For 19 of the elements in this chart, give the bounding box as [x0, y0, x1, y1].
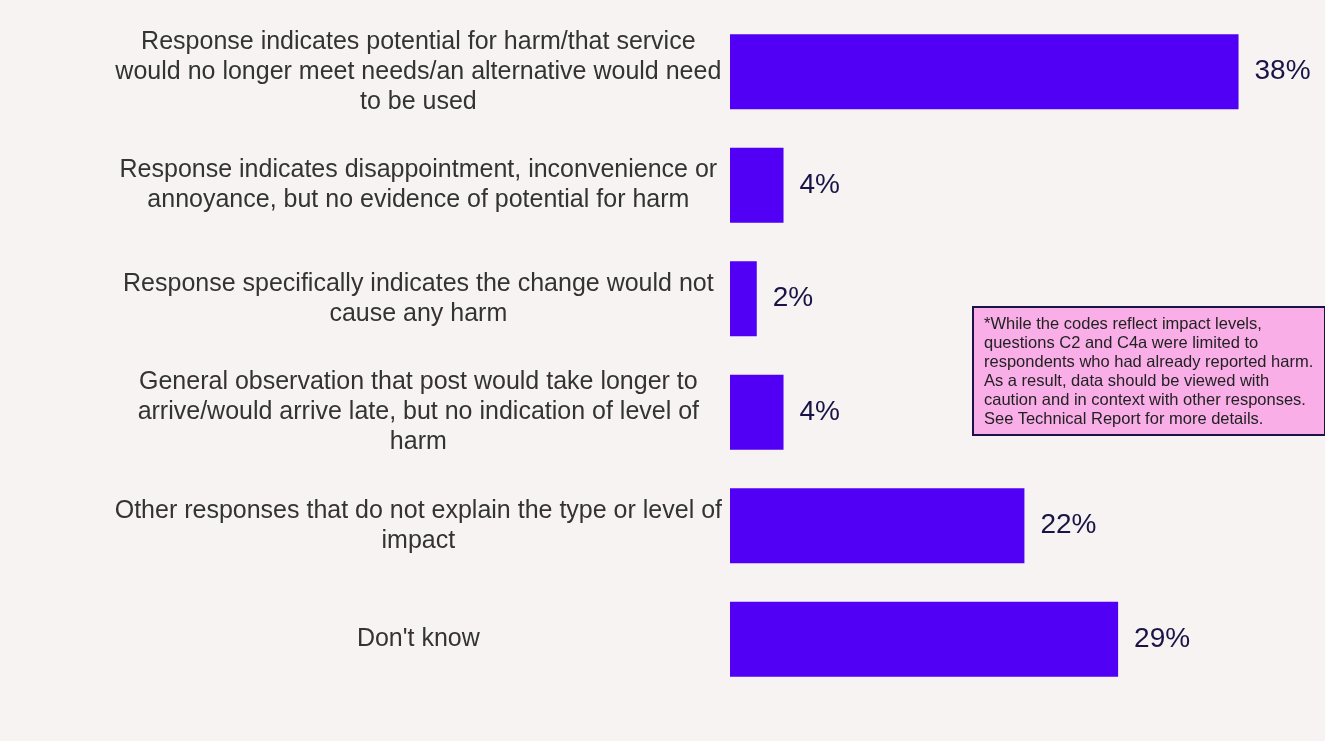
data-label: 4% [799, 167, 840, 199]
bar [730, 147, 784, 223]
data-label: 22% [1040, 508, 1097, 540]
bar [730, 34, 1239, 110]
y-tick-label: Other responses that do not explain the type or level of impact [114, 494, 723, 553]
y-tick-label: Response specifically indicates the change would not cause any harm [123, 267, 714, 326]
data-label: 4% [799, 394, 840, 426]
data-label: 29% [1134, 621, 1191, 653]
bar [730, 374, 784, 450]
y-tick-label: General observation that post would take longer to arrive/would arrive late, but no indication of level of harm [137, 366, 700, 455]
bar [730, 601, 1119, 677]
bar [730, 261, 757, 337]
y-tick-label: Response indicates potential for harm/that service would no longer meet needs/an alternative would need to be used [114, 25, 722, 114]
data-label: 2% [772, 281, 814, 313]
annotation: *While the codes reflect impact levels, questions C2 and C4a were limited to respondents who had already reported harm. As a result, data should be viewed with caution and in context with other responses. See Technical Report for more details. [972, 306, 1325, 436]
y-tick-label: Don't know [356, 623, 481, 652]
y-tick-label: Response indicates disappointment, inconvenience or annoyance, but no evidence of potential for harm [119, 154, 718, 213]
data-label: 38% [1254, 54, 1311, 86]
bar [730, 488, 1025, 564]
